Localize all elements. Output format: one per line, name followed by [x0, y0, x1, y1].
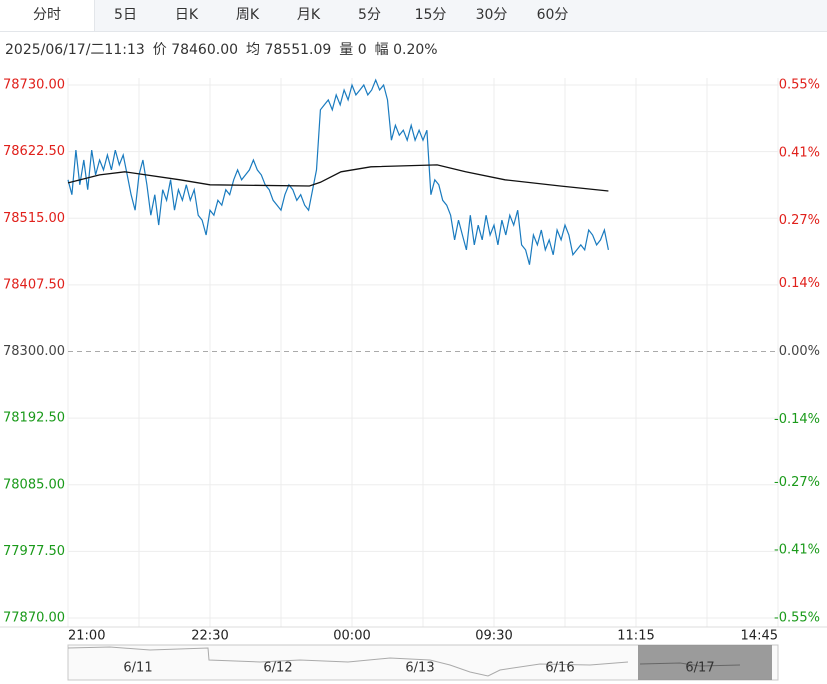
- y2-tick-label: -0.27%: [774, 475, 820, 490]
- navigator-date: 6/17: [685, 661, 714, 676]
- y-tick-label: 78515.00: [3, 211, 65, 226]
- y2-tick-label: -0.55%: [774, 611, 820, 626]
- navigator-trace: [67, 646, 629, 677]
- y2-tick-label: 0.55%: [779, 78, 820, 93]
- info-item: 价 78460.00: [152, 42, 239, 58]
- y-tick-label: 77870.00: [3, 611, 65, 626]
- tab[interactable]: 30分: [475, 7, 508, 23]
- x-tick-label: 21:00: [68, 629, 105, 644]
- navigator-date: 6/12: [263, 661, 292, 676]
- x-tick-label: 09:30: [475, 629, 512, 644]
- price-line: [67, 78, 609, 265]
- tab-bar: 分时 5日 日K 周K 月K 5分 15分 30分 60分: [0, 0, 827, 32]
- y-tick-label: 78192.50: [3, 411, 65, 426]
- tab[interactable]: 5日: [114, 7, 137, 23]
- average-line: [67, 164, 609, 192]
- tab[interactable]: 60分: [536, 7, 569, 23]
- x-tick-label: 22:30: [191, 629, 228, 644]
- y2-tick-label: 0.14%: [779, 276, 820, 291]
- navigator-date: 6/13: [405, 661, 434, 676]
- y-tick-label: 78730.00: [3, 78, 65, 93]
- x-tick-label: 14:45: [741, 629, 778, 644]
- info-item: 幅 0.20%: [374, 42, 438, 58]
- y-tick-label: 77977.50: [3, 544, 65, 559]
- x-tick-label: 11:15: [617, 629, 654, 644]
- tab[interactable]: 日K: [174, 7, 199, 23]
- tab[interactable]: 月K: [296, 7, 321, 23]
- y2-tick-label: -0.14%: [774, 412, 820, 427]
- navigator-trace: [639, 662, 741, 667]
- navigator-selection[interactable]: [638, 645, 772, 680]
- info-bar: 2025/06/17/二11:13 价 78460.00 均 78551.09 量 0…: [5, 39, 446, 59]
- y2-tick-label: 0.41%: [779, 145, 820, 160]
- tab[interactable]: 分时: [0, 0, 95, 31]
- tab[interactable]: 周K: [235, 7, 260, 23]
- y-tick-label: 78622.50: [3, 144, 65, 159]
- y-tick-label: 78085.00: [3, 477, 65, 492]
- plot: [0, 78, 827, 628]
- tab[interactable]: 5分: [358, 7, 381, 23]
- y-tick-label: 78300.00: [3, 344, 65, 359]
- tab[interactable]: 15分: [414, 7, 447, 23]
- navigator-date: 6/16: [545, 661, 574, 676]
- y2-tick-label: -0.41%: [774, 543, 820, 558]
- y2-tick-label: 0.27%: [779, 213, 820, 228]
- navigator-date: 6/11: [123, 661, 152, 676]
- info-item: 均 78551.09: [246, 42, 332, 58]
- info-item: 2025/06/17/二11:13: [5, 42, 145, 58]
- y2-tick-label: 0.00%: [779, 344, 820, 359]
- y-tick-label: 78407.50: [3, 277, 65, 292]
- x-tick-label: 00:00: [333, 629, 370, 644]
- info-item: 量 0: [339, 42, 367, 58]
